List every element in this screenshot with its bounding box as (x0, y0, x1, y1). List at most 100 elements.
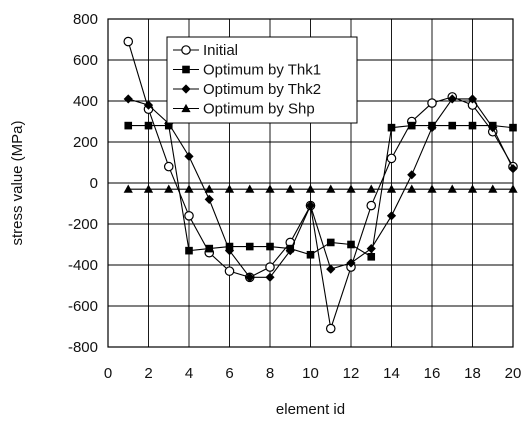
legend-label: Optimum by Thk2 (203, 81, 321, 98)
x-axis-label: element id (276, 401, 345, 418)
x-tick-label: 20 (505, 365, 522, 382)
point-marker-circle (163, 161, 174, 172)
point-marker-square (185, 246, 193, 255)
tick-labels: -800 -600 -400 -200 0 200 400 600 800 0 2 4 6 8 10 12 14… (68, 11, 521, 382)
point-marker-triangle (467, 184, 478, 193)
y-axis-label: stress value (MPa) (9, 120, 26, 245)
point-marker-diamond (143, 100, 154, 110)
point-marker-triangle (285, 184, 295, 193)
series-layer (123, 36, 518, 334)
point-marker-diamond (245, 272, 255, 282)
point-marker-square (205, 244, 214, 253)
point-marker-diamond (204, 194, 214, 204)
point-marker-diamond (181, 84, 191, 94)
point-marker-square (182, 65, 190, 74)
point-marker-circle (265, 262, 275, 272)
point-marker-circle (366, 200, 377, 211)
point-marker-triangle (164, 184, 174, 193)
point-marker-triangle (184, 184, 194, 193)
point-marker-diamond (224, 246, 235, 256)
point-marker-circle (427, 98, 437, 108)
point-marker-diamond (366, 244, 376, 254)
point-marker-triangle (204, 184, 214, 193)
point-marker-triangle (508, 184, 518, 193)
point-marker-square (367, 253, 376, 261)
point-marker-triangle (123, 184, 133, 193)
point-marker-triangle (181, 103, 191, 113)
x-tick-label: 0 (104, 365, 112, 382)
legend-item: Optimum by Thk2 (173, 81, 321, 98)
x-tick-label: 8 (266, 365, 274, 382)
point-marker-diamond (326, 264, 336, 274)
point-marker-triangle (305, 184, 316, 193)
y-tick-label: 200 (73, 134, 98, 151)
point-marker-diamond (467, 94, 478, 104)
y-tick-label: 400 (73, 93, 98, 110)
y-tick-label: -600 (68, 298, 98, 315)
y-tick-label: -200 (68, 216, 98, 233)
point-marker-circle (224, 266, 235, 276)
x-tick-label: 12 (343, 365, 360, 382)
point-marker-triangle (488, 184, 498, 193)
point-marker-diamond (305, 200, 316, 211)
point-marker-square (448, 121, 457, 130)
point-marker-triangle (386, 184, 397, 193)
y-tick-label: 600 (73, 52, 98, 69)
legend-label: Optimum by Shp (203, 101, 315, 118)
point-marker-triangle (265, 184, 275, 193)
point-marker-diamond (386, 211, 397, 221)
y-tick-label: -400 (68, 257, 98, 274)
point-marker-square (144, 121, 153, 130)
point-marker-triangle (143, 184, 154, 193)
series-3 (123, 184, 518, 193)
point-marker-circle (386, 153, 397, 164)
point-marker-square (245, 242, 254, 251)
point-marker-circle (123, 36, 134, 47)
point-marker-diamond (488, 123, 498, 133)
y-tick-label: -800 (68, 339, 98, 356)
point-marker-triangle (366, 184, 376, 193)
point-marker-square (124, 121, 133, 130)
point-marker-square (306, 250, 315, 259)
y-tick-label: 0 (90, 175, 98, 192)
legend-label: Initial (203, 42, 238, 59)
point-marker-diamond (346, 258, 356, 268)
x-tick-label: 10 (302, 365, 319, 382)
legend-item: Optimum by Shp (173, 101, 315, 118)
point-marker-diamond (407, 170, 417, 180)
legend-label: Optimum by Thk1 (203, 62, 321, 79)
point-marker-triangle (427, 184, 437, 193)
point-marker-square (326, 238, 335, 247)
x-tick-label: 14 (383, 365, 400, 382)
point-marker-triangle (245, 184, 255, 193)
point-marker-square (387, 123, 396, 132)
point-marker-triangle (407, 184, 417, 193)
point-marker-diamond (184, 151, 194, 161)
series-2 (123, 94, 518, 282)
x-tick-label: 2 (144, 365, 152, 382)
point-marker-triangle (447, 184, 457, 193)
point-marker-diamond (508, 164, 518, 174)
point-marker-diamond (123, 94, 133, 104)
point-marker-circle (181, 45, 191, 55)
point-marker-square (509, 123, 517, 132)
point-marker-square (468, 121, 477, 130)
x-tick-label: 4 (185, 365, 193, 382)
point-marker-diamond (285, 246, 295, 256)
point-marker-diamond (265, 272, 275, 282)
x-tick-label: 6 (225, 365, 233, 382)
legend-item: Initial (173, 42, 238, 59)
point-marker-square (407, 121, 416, 130)
y-tick-label: 800 (73, 11, 98, 28)
x-tick-label: 16 (424, 365, 441, 382)
point-marker-triangle (326, 184, 336, 193)
point-marker-triangle (346, 184, 356, 193)
x-tick-label: 18 (464, 365, 481, 382)
point-marker-diamond (447, 94, 457, 104)
legend-item: Optimum by Thk1 (173, 62, 321, 79)
point-marker-triangle (224, 184, 235, 193)
series-line (128, 98, 514, 278)
point-marker-square (266, 242, 274, 251)
